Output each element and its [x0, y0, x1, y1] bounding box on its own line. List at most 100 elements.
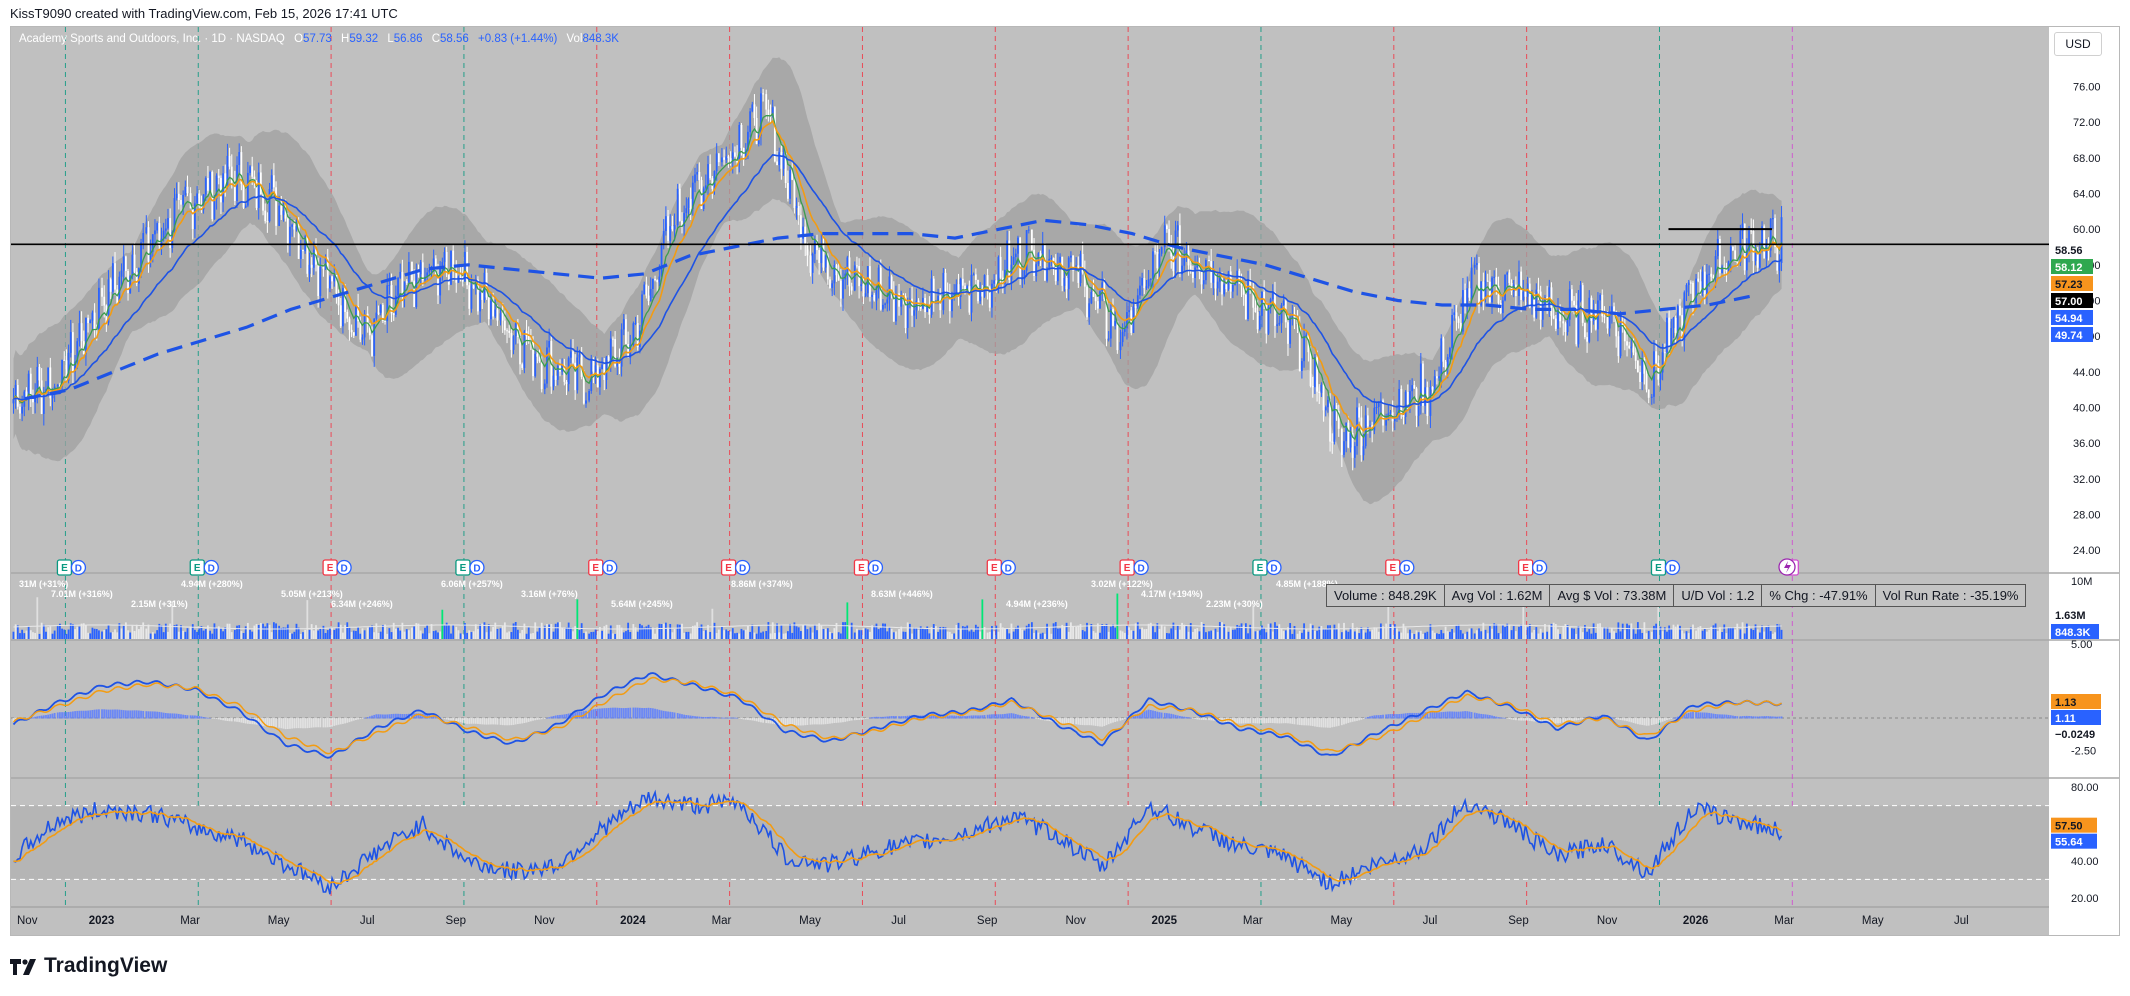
- macd-histogram-bar: [572, 712, 574, 719]
- macd-histogram-bar: [1387, 714, 1390, 719]
- candle-body: [1181, 265, 1183, 275]
- candle-body: [1189, 265, 1192, 271]
- candle-body: [335, 275, 338, 294]
- candle-body: [1603, 316, 1606, 318]
- volume-bar: [1499, 633, 1502, 639]
- volume-bar: [293, 631, 296, 639]
- macd-histogram-bar: [105, 709, 108, 719]
- candle-body: [1566, 319, 1569, 333]
- volume-bar: [1628, 625, 1631, 639]
- volume-spike-label: 6.06M (+257%): [441, 579, 503, 589]
- chart-canvas[interactable]: EDEDEDEDEDEDEDEDEDEDEDEDEDE 31M (+31%)7.…: [11, 27, 2119, 935]
- candle-body: [82, 341, 85, 355]
- macd-histogram-bar: [567, 713, 570, 719]
- volume-bar: [833, 628, 836, 639]
- volume-bar: [1221, 622, 1223, 639]
- volume-bar: [1289, 623, 1292, 639]
- candle-body: [1014, 253, 1017, 257]
- macd-histogram-bar: [468, 718, 471, 724]
- macd-histogram-bar: [228, 718, 231, 722]
- volume-bar: [778, 632, 781, 639]
- macd-histogram-bar: [124, 710, 127, 719]
- candle-body: [1613, 306, 1615, 312]
- candle-body: [1488, 281, 1491, 303]
- volume-bar: [1389, 624, 1392, 639]
- macd-histogram-bar: [512, 718, 515, 725]
- macd-histogram-bar: [1316, 718, 1318, 727]
- macd-histogram-bar: [1758, 716, 1761, 719]
- candle-body: [118, 276, 121, 304]
- volume-bar: [426, 625, 429, 639]
- candle-body: [822, 244, 825, 268]
- candle-body: [494, 309, 497, 317]
- candle-body: [826, 255, 829, 280]
- volume-bar: [550, 624, 553, 639]
- macd-histogram-bar: [1778, 716, 1781, 719]
- candle-body: [109, 279, 112, 292]
- macd-histogram-bar: [1094, 718, 1097, 726]
- candle-body: [1012, 256, 1015, 265]
- volume-bar: [700, 624, 703, 639]
- volume-bar: [1750, 628, 1753, 639]
- candle-body: [1524, 291, 1527, 297]
- volume-bar: [1373, 627, 1376, 639]
- candle-body: [459, 276, 462, 278]
- candle-body: [1657, 363, 1660, 380]
- volume-average-line: [13, 624, 1782, 630]
- volume-bar: [1714, 623, 1717, 639]
- volume-bar: [991, 625, 993, 639]
- tradingview-logo[interactable]: TradingView: [10, 954, 167, 978]
- candle-body: [574, 362, 577, 391]
- macd-histogram-bar: [809, 718, 812, 725]
- macd-histogram-bar: [85, 710, 87, 719]
- volume-bar: [1495, 624, 1498, 639]
- candle-body: [1743, 223, 1746, 271]
- volume-bar: [105, 629, 108, 639]
- volume-bar: [120, 628, 123, 639]
- candle-body: [886, 299, 889, 304]
- volume-bar: [1550, 623, 1553, 639]
- macd-histogram-bar: [1271, 718, 1274, 724]
- volume-bar: [1198, 631, 1201, 639]
- symbol-legend[interactable]: Academy Sports and Outdoors, Inc. · 1D ·…: [19, 33, 619, 45]
- volume-bar: [1316, 630, 1318, 639]
- volume-bar: [625, 631, 627, 639]
- macd-histogram-bar: [1008, 713, 1011, 719]
- volume-bar: [997, 631, 1000, 639]
- volume-bar: [189, 626, 192, 639]
- candle-body: [359, 321, 362, 340]
- volume-bar: [961, 626, 964, 639]
- currency-button[interactable]: USD: [2054, 32, 2102, 56]
- macd-histogram-bar: [1337, 718, 1340, 726]
- dividend-flag-letter: D: [606, 564, 613, 575]
- volume-bar: [124, 622, 127, 639]
- candle-body: [135, 271, 138, 284]
- macd-histogram-bar: [742, 718, 745, 720]
- time-tick-label: 2023: [89, 915, 115, 927]
- volume-bar: [1176, 625, 1179, 639]
- volume-bar: [415, 623, 418, 639]
- volume-bar: [1692, 624, 1694, 639]
- macd-histogram-bar: [1666, 718, 1668, 721]
- candle-body: [1107, 338, 1110, 340]
- macd-histogram-bar: [1375, 715, 1378, 719]
- macd-histogram-bar: [1276, 718, 1279, 724]
- price-label-box: [2051, 276, 2093, 291]
- macd-histogram-bar: [299, 718, 302, 729]
- volume-bar: [1659, 626, 1662, 639]
- macd-histogram-bar: [452, 718, 455, 721]
- macd-histogram-bar: [350, 718, 353, 722]
- volume-bar: [164, 623, 167, 639]
- rsi-label-box: [2051, 833, 2097, 849]
- macd-histogram-bar: [1440, 712, 1443, 719]
- macd-histogram-bar: [251, 718, 254, 725]
- volume-bar: [1687, 633, 1690, 639]
- macd-histogram-bar: [167, 713, 169, 719]
- volume-bar: [1778, 624, 1781, 639]
- candle-body: [200, 206, 203, 210]
- candle-body: [1025, 230, 1028, 271]
- macd-histogram-bar: [1208, 718, 1210, 721]
- chart-frame[interactable]: EDEDEDEDEDEDEDEDEDEDEDEDEDE 31M (+31%)7.…: [10, 26, 2120, 936]
- macd-histogram-bar: [1149, 710, 1152, 719]
- volume-bar: [1128, 627, 1131, 639]
